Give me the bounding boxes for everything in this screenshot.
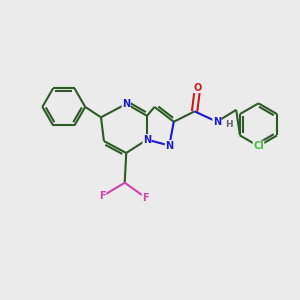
Text: N: N xyxy=(143,135,151,145)
Text: O: O xyxy=(194,82,202,93)
Text: F: F xyxy=(142,193,149,202)
Text: F: F xyxy=(99,191,106,201)
Text: N: N xyxy=(165,140,173,151)
Text: N: N xyxy=(213,117,221,127)
Text: H: H xyxy=(225,120,232,129)
Text: Cl: Cl xyxy=(253,141,264,151)
Text: N: N xyxy=(122,99,130,109)
